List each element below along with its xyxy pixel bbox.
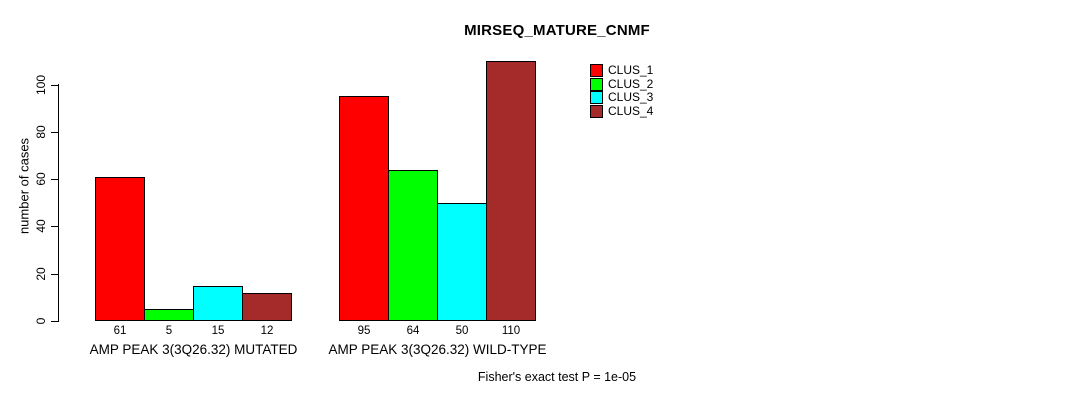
bar-clus_2-group2 [388,170,438,321]
bar-clus_2-group1 [144,309,194,321]
y-tick [51,84,58,86]
legend-item: CLUS_2 [590,76,654,91]
y-tick [51,226,58,228]
y-tick-label: 0 [34,317,48,325]
y-tick [51,273,58,275]
y-tick-label: 100 [34,74,48,95]
legend-label: CLUS_1 [608,63,654,77]
legend-label: CLUS_3 [608,90,654,104]
y-tick [51,131,58,133]
x-category-label: AMP PEAK 3(3Q26.32) WILD-TYPE [328,342,547,357]
chart-title: MIRSEQ_MATURE_CNMF [464,22,650,39]
bar-value-label: 12 [260,325,274,337]
legend-item: CLUS_3 [590,91,653,104]
bar-clus_3-group2 [437,203,487,321]
y-tick [51,321,58,322]
bar-value-label: 95 [357,325,371,337]
footnote: Fisher's exact test P = 1e-05 [477,370,637,384]
legend: CLUS_1 CLUS_2 CLUS_3 CLUS_4 [590,64,653,118]
y-tick [51,179,58,181]
y-tick-label: 40 [34,219,48,234]
bar-value-label: 61 [113,325,127,337]
bar-value-label: 64 [406,325,420,337]
bar-clus_1-group1 [95,177,145,321]
y-tick-label: 60 [34,172,48,186]
y-tick-label: 80 [34,125,48,139]
bar-clus_4-group1 [242,293,292,321]
legend-label: CLUS_2 [608,76,654,91]
legend-item: CLUS_4 [590,103,654,118]
bar-value-label: 110 [501,325,521,337]
x-category-label: AMP PEAK 3(3Q26.32) MUTATED [89,342,298,357]
legend-label: CLUS_4 [608,103,654,118]
y-tick-label: 20 [34,267,48,281]
legend-swatch [590,64,603,77]
bar-clus_4-group2 [486,61,536,321]
legend-swatch [590,77,603,91]
y-axis-label: number of cases [16,137,32,235]
bar-value-label: 15 [211,325,225,337]
bar-clus_3-group1 [193,286,243,321]
y-axis-line [58,84,59,322]
legend-swatch [590,91,603,104]
legend-item: CLUS_1 [590,64,653,77]
legend-swatch [590,104,603,118]
bar-value-label: 50 [455,325,469,337]
bar-clus_1-group2 [339,96,389,321]
bar-value-label: 5 [165,325,173,337]
